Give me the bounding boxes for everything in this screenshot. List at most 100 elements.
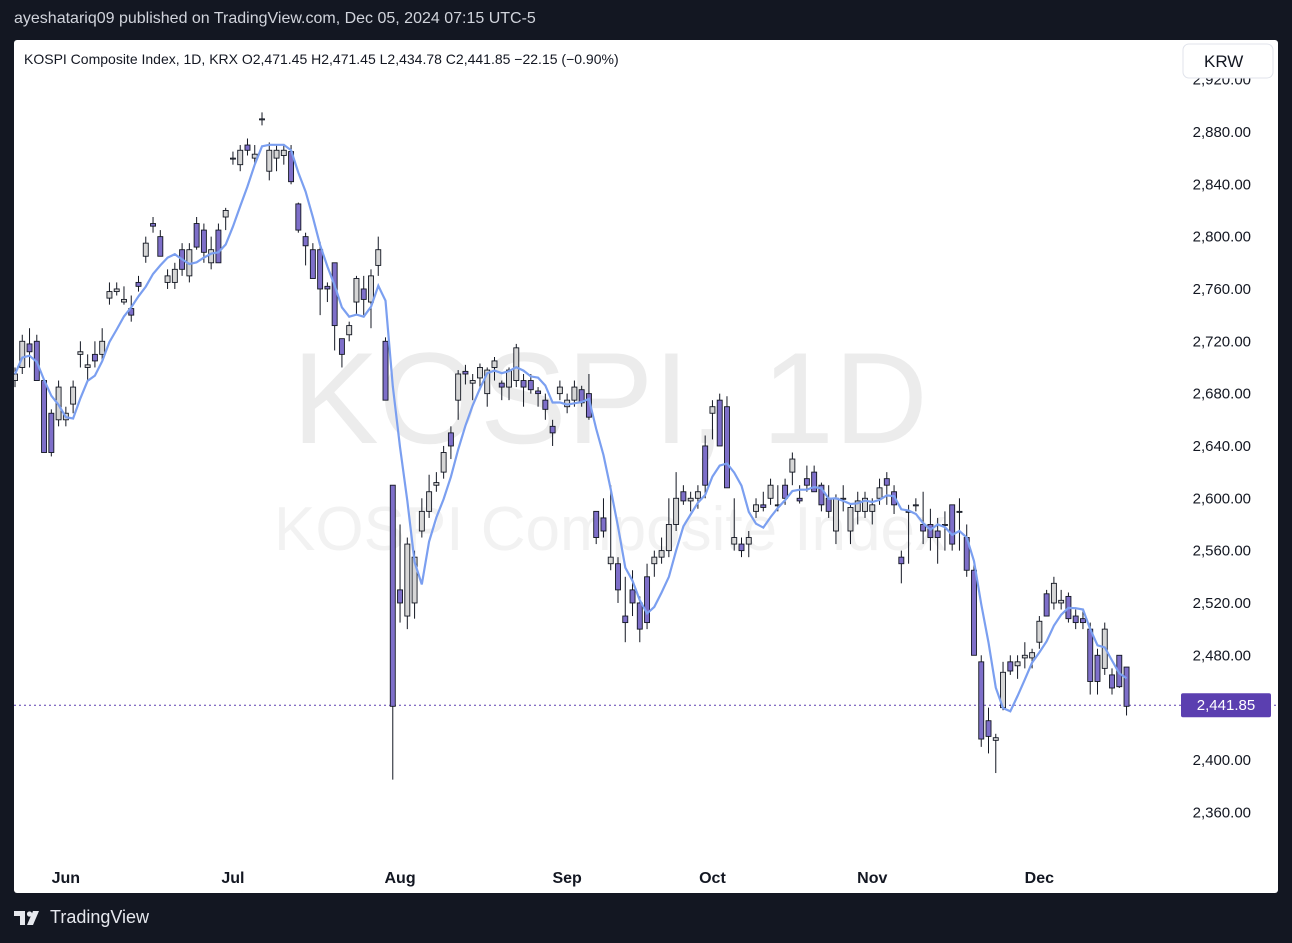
chart-watermark: KOSPI, 1D KOSPI Composite Index [274, 325, 946, 564]
tradingview-brand[interactable]: TradingView [14, 907, 149, 928]
candle [1094, 648, 1101, 695]
candle [985, 707, 992, 754]
candle-body [1050, 582, 1057, 604]
candle-body [375, 249, 382, 266]
candle [1072, 609, 1079, 630]
candlestick-chart[interactable]: KOSPI, 1D KOSPI Composite Index 2,360.00… [14, 40, 1278, 893]
candle-body [985, 720, 992, 737]
candle-body [237, 149, 244, 166]
candle-body [658, 550, 665, 558]
candle-body [883, 478, 890, 486]
candle [135, 275, 142, 292]
y-tick-label: 2,480.00 [1193, 647, 1251, 664]
candle-body [1036, 620, 1043, 643]
last-price-tag: 2,441.85 [1181, 693, 1271, 718]
candle [84, 354, 91, 381]
published-info: ayeshatariq09 published on TradingView.c… [14, 10, 536, 27]
candle-body [70, 386, 77, 405]
candle-body [811, 471, 818, 493]
candle [440, 445, 447, 479]
candle [941, 511, 948, 551]
candle [542, 393, 549, 420]
candle [1080, 609, 1086, 630]
candle-body [1109, 674, 1115, 689]
candle-body [418, 510, 425, 532]
candle [963, 524, 970, 577]
candle-body [397, 589, 403, 604]
candle-body [724, 406, 730, 489]
candle-body [1072, 615, 1079, 624]
candle-body [200, 229, 207, 253]
candle-body [462, 370, 469, 375]
candle [193, 217, 200, 250]
candle-body [651, 556, 658, 565]
candle [1058, 589, 1065, 610]
candle-body [14, 373, 18, 381]
candle-body [542, 399, 549, 410]
candle [498, 380, 505, 401]
candle [259, 112, 265, 126]
x-tick-label: Nov [857, 870, 887, 887]
candle [549, 419, 556, 446]
candle-body [302, 236, 309, 247]
candle [883, 472, 890, 505]
candle [222, 207, 229, 231]
candle-body [346, 325, 353, 336]
candle [121, 286, 127, 305]
candle-body [644, 576, 651, 624]
candle [113, 282, 120, 296]
candle-body [404, 543, 411, 617]
currency-button[interactable]: KRW [1182, 43, 1274, 79]
candle-body [229, 157, 236, 160]
candle [680, 485, 687, 505]
candle [324, 282, 331, 303]
candle [593, 510, 600, 545]
candle [1050, 576, 1057, 610]
candle [360, 275, 367, 316]
candle-body [150, 223, 156, 227]
candle-body [113, 288, 120, 293]
candle [1014, 655, 1021, 679]
candle [215, 223, 222, 264]
candle [491, 356, 498, 381]
candle [745, 531, 752, 558]
y-tick-label: 2,560.00 [1193, 543, 1251, 560]
candle [41, 380, 48, 453]
candle [229, 151, 236, 165]
candle [665, 498, 672, 558]
candle [803, 465, 810, 492]
candle-body [135, 281, 142, 287]
candle [702, 435, 709, 499]
candle [26, 328, 33, 368]
candle [854, 491, 861, 525]
candle-body [1123, 666, 1130, 707]
candle-body [535, 390, 542, 395]
candle-body [1029, 652, 1036, 659]
candle [244, 138, 251, 156]
candle [317, 241, 324, 316]
candle-body [389, 484, 396, 707]
candle-body [491, 360, 498, 368]
candle [150, 217, 156, 233]
candle [309, 243, 316, 279]
candle-body [1094, 654, 1101, 682]
y-tick-label: 2,800.00 [1193, 229, 1251, 246]
currency-label: KRW [1204, 52, 1243, 71]
candle-body [280, 149, 287, 156]
candle [164, 269, 171, 289]
candle-body [484, 369, 491, 395]
candle [462, 364, 469, 385]
candle [295, 202, 302, 233]
candle [724, 396, 730, 489]
y-tick-label: 2,680.00 [1193, 386, 1251, 403]
candle [338, 338, 345, 368]
x-axis: Jun Jul Aug Sep Oct Nov Dec [52, 870, 1055, 887]
candle-body [840, 497, 847, 500]
candle [767, 478, 774, 505]
candle-body [106, 291, 113, 299]
candle [266, 142, 273, 181]
chart-panel[interactable]: KOSPI, 1D KOSPI Composite Index 2,360.00… [14, 40, 1278, 893]
y-tick-label: 2,720.00 [1193, 333, 1251, 350]
candle [992, 733, 999, 774]
candle [978, 655, 985, 747]
